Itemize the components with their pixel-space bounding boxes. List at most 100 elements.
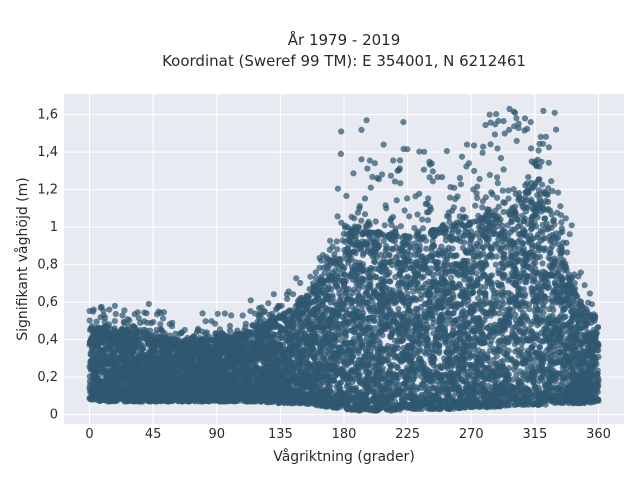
scatter-point xyxy=(549,243,556,250)
scatter-point xyxy=(397,223,404,230)
scatter-point xyxy=(480,250,487,257)
scatter-point xyxy=(382,251,389,258)
scatter-point xyxy=(309,280,317,287)
scatter-point xyxy=(485,206,492,213)
scatter-point xyxy=(493,253,500,260)
scatter-point xyxy=(555,189,562,196)
scatter-point xyxy=(501,130,508,137)
scatter-point xyxy=(494,174,501,181)
scatter-point xyxy=(500,166,507,173)
scatter-point xyxy=(416,190,423,197)
data-points xyxy=(86,105,602,414)
scatter-point xyxy=(504,222,511,229)
scatter-point xyxy=(522,182,529,189)
scatter-point xyxy=(364,299,371,307)
scatter-point xyxy=(457,181,464,188)
scatter-point xyxy=(377,251,384,258)
scatter-point xyxy=(381,222,388,229)
scatter-point xyxy=(521,127,528,134)
scatter-point xyxy=(339,237,346,244)
scatter-point xyxy=(392,337,399,344)
scatter-point xyxy=(450,204,457,211)
scatter-point xyxy=(448,274,455,281)
scatter-point xyxy=(451,184,458,191)
scatter-point xyxy=(548,211,555,218)
scatter-point xyxy=(361,195,369,202)
scatter-point xyxy=(359,283,366,290)
scatter-point xyxy=(505,195,512,202)
scatter-point xyxy=(402,241,409,248)
scatter-point xyxy=(424,217,431,224)
scatter-point xyxy=(424,290,431,297)
scatter-point xyxy=(380,238,387,245)
scatter-point xyxy=(540,304,547,311)
scatter-point xyxy=(293,275,300,282)
scatter-point xyxy=(228,312,235,319)
scatter-point xyxy=(334,246,341,253)
scatter-point xyxy=(492,261,499,268)
scatter-point xyxy=(548,178,555,185)
chart-subtitle: Koordinat (Sweref 99 TM): E 354001, N 62… xyxy=(162,52,526,70)
scatter-point xyxy=(214,310,221,317)
scatter-point xyxy=(470,342,477,349)
scatter-point xyxy=(528,320,535,328)
scatter-point xyxy=(284,295,291,302)
scatter-point xyxy=(423,245,430,252)
scatter-point xyxy=(529,199,536,207)
scatter-point xyxy=(536,253,544,260)
scatter-point xyxy=(528,145,535,152)
scatter-point xyxy=(564,249,571,256)
scatter-point xyxy=(443,148,450,155)
scatter-point xyxy=(560,257,567,264)
scatter-point xyxy=(367,184,374,191)
scatter-point xyxy=(453,271,461,278)
scatter-point xyxy=(470,142,478,149)
scatter-point xyxy=(372,218,379,225)
scatter-point xyxy=(390,157,397,164)
scatter-point xyxy=(458,153,466,160)
scatter-point xyxy=(502,236,509,243)
scatter-point xyxy=(535,147,542,154)
scatter-point xyxy=(358,156,365,163)
scatter-point xyxy=(490,356,497,363)
scatter-point xyxy=(270,291,277,298)
scatter-point xyxy=(545,144,553,151)
scatter-point xyxy=(371,160,378,167)
scatter-point xyxy=(497,155,505,162)
scatter-point xyxy=(459,206,466,213)
scatter-point xyxy=(513,137,520,144)
scatter-point xyxy=(119,312,126,319)
scatter-point xyxy=(581,282,588,289)
scatter-point xyxy=(493,111,500,118)
scatter-point xyxy=(343,192,350,199)
scatter-point xyxy=(297,279,304,287)
scatter-point xyxy=(525,239,533,246)
scatter-point xyxy=(414,211,421,218)
scatter-point xyxy=(545,159,552,166)
scatter-point xyxy=(494,180,501,187)
scatter-point xyxy=(400,145,407,153)
scatter-point xyxy=(378,353,385,360)
scatter-point xyxy=(470,186,477,193)
scatter-point xyxy=(208,318,215,325)
scatter-point xyxy=(494,194,501,201)
scatter-point xyxy=(510,376,517,383)
scatter-point xyxy=(425,195,432,202)
scatter-point xyxy=(499,187,506,194)
scatter-point xyxy=(472,202,479,209)
scatter-point xyxy=(546,306,553,313)
scatter-point xyxy=(341,316,348,323)
scatter-point xyxy=(93,318,100,325)
scatter-point xyxy=(239,312,246,319)
scatter-point xyxy=(166,321,173,328)
scatter-point xyxy=(157,321,164,328)
scatter-point xyxy=(331,255,338,262)
scatter-point xyxy=(327,237,334,244)
scatter-point xyxy=(221,310,228,317)
scatter-point xyxy=(557,212,565,219)
scatter-point xyxy=(420,166,427,173)
scatter-point xyxy=(226,327,234,334)
scatter-point xyxy=(421,148,428,155)
scatter-point xyxy=(121,307,128,314)
